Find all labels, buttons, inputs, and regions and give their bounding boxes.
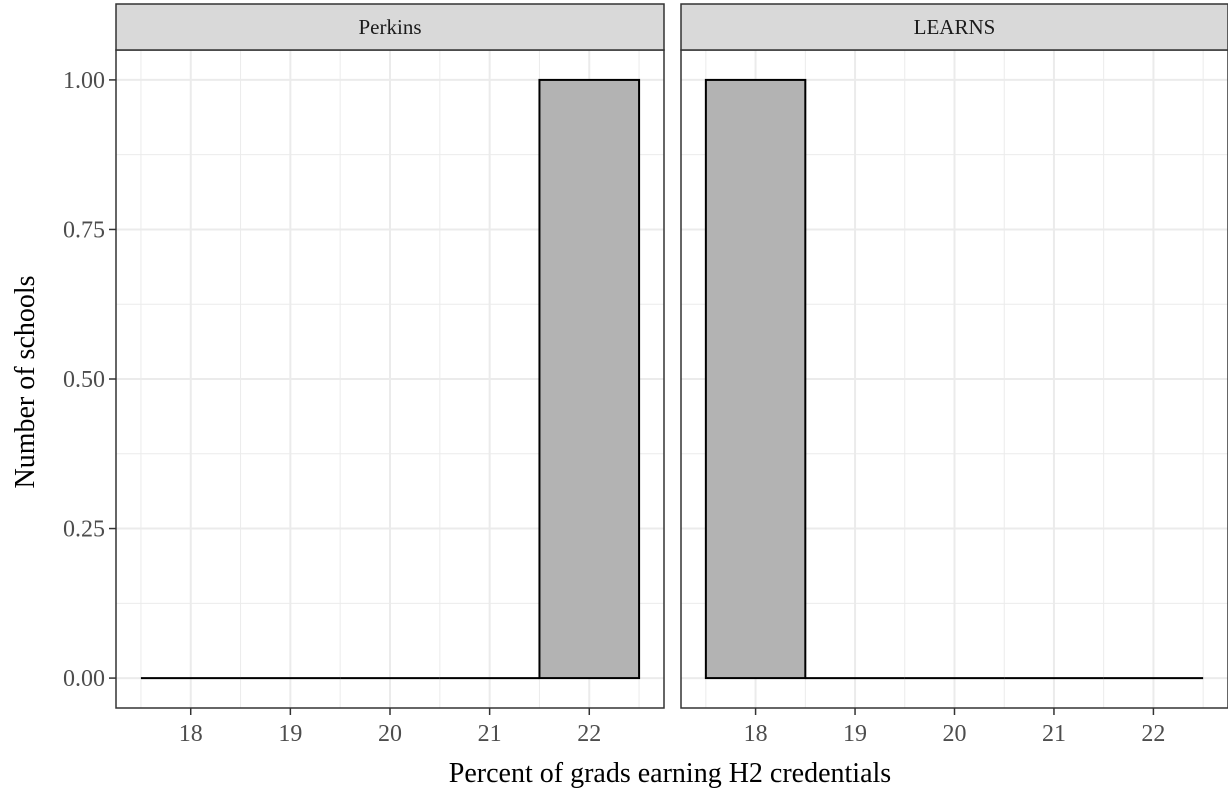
- facet-panel-1: LEARNS 18 19 20 21 22: [680, 3, 1228, 747]
- facet-strip-label: Perkins: [359, 15, 422, 39]
- x-tick-label: 22: [1141, 721, 1165, 747]
- y-axis-title: Number of schools: [10, 275, 41, 488]
- x-tick-label: 22: [577, 721, 601, 747]
- facet-strip: [115, 3, 665, 51]
- histogram-bar: [704, 78, 807, 680]
- y-tick-label: 0.00: [63, 666, 105, 692]
- facet-panel-0: Perkins 18 19 20 21 22: [115, 3, 665, 747]
- x-tick-label: 20: [378, 721, 402, 747]
- x-tick-label: 19: [278, 721, 302, 747]
- x-axis-title: Percent of grads earning H2 credentials: [449, 758, 891, 789]
- y-tick-label: 1.00: [63, 68, 105, 94]
- x-tick-label: 18: [179, 721, 203, 747]
- facet-strip: [680, 3, 1228, 51]
- x-tick-label: 19: [843, 721, 867, 747]
- x-tick-label: 21: [1042, 721, 1066, 747]
- y-tick-label: 0.75: [63, 217, 105, 243]
- x-tick-label: 20: [943, 721, 967, 747]
- facet-strip-label: LEARNS: [914, 15, 996, 39]
- facet-panels: Perkins 18 19 20 21 22 LEARNS 18 19 20 21 22: [115, 3, 1228, 747]
- histogram-bar: [538, 78, 641, 680]
- x-tick-label: 18: [744, 721, 768, 747]
- x-tick-label: 21: [478, 721, 502, 747]
- y-axis: 0.00 0.25 0.50 0.75 1.00: [63, 68, 116, 692]
- y-tick-label: 0.50: [63, 367, 105, 393]
- y-tick-label: 0.25: [63, 517, 105, 543]
